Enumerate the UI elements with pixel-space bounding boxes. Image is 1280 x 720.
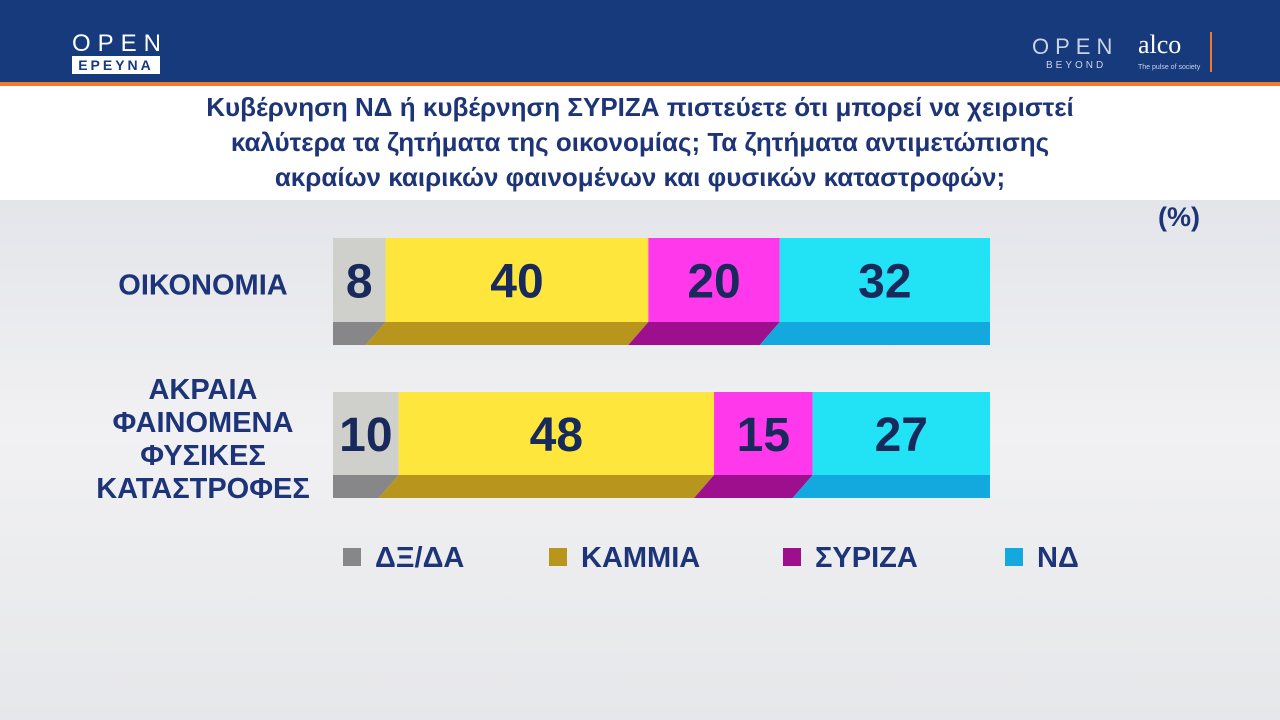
pollster-tagline: The pulse of society [1138,64,1201,71]
legend-label: ΚΑΜΜΙΑ [581,542,700,574]
legend-label: ΔΞ/ΔΑ [375,542,464,574]
bar [385,238,649,322]
bar-side [333,322,386,345]
bar-side [694,475,813,498]
value-label: 15 [737,409,790,462]
legend-label: ΣΥΡΙΖΑ [815,542,918,574]
logo: OPEN [72,30,169,57]
value-label: 40 [490,256,543,309]
chart-title: Κυβέρνηση ΝΔ ή κυβέρνηση ΣΥΡΙΖΑ πιστεύετ… [206,92,1074,192]
category-label: ΟΙΚΟΝΟΜΙΑ [118,269,288,302]
accent-line [0,82,1280,86]
legend-swatch [783,548,801,566]
bar [333,392,399,475]
bar [714,392,813,475]
legend-swatch [549,548,567,566]
value-label: 8 [346,256,373,309]
bar-side [378,475,715,498]
value-label: 20 [687,256,740,309]
header-bar: OPEN ΕΡΕΥΝΑ OPEN BEYOND alco The pulse o… [0,0,1280,82]
bar [812,392,990,475]
category-label: ΑΚΡΑΙΑ ΦΑΙΝΟΜΕΝΑ ΦΥΣΙΚΕΣ ΚΑΤΑΣΤΡΟΦΕΣ [96,373,310,505]
bar [779,238,990,322]
partner-sub: BEYOND [1046,60,1107,71]
value-label: 10 [339,409,392,462]
title-band [0,86,1280,200]
bar [398,392,715,475]
bar-side [628,322,780,345]
legend-swatch [1005,548,1023,566]
bar [648,238,780,322]
legend-label: ΝΔ [1037,542,1079,574]
partner-logo: OPEN [1032,34,1119,59]
pollster: alco [1138,30,1182,59]
bar-side [792,475,990,498]
divider [1210,32,1212,72]
bar [333,238,386,322]
bar-side [365,322,649,345]
value-label: 48 [530,409,583,462]
legend-swatch [343,548,361,566]
bar-side [759,322,990,345]
unit-label: (%) [1158,202,1200,232]
bar-side [333,475,399,498]
value-label: 27 [875,409,928,462]
logo-sub: ΕΡΕΥΝΑ [72,56,160,74]
value-label: 32 [858,256,911,309]
